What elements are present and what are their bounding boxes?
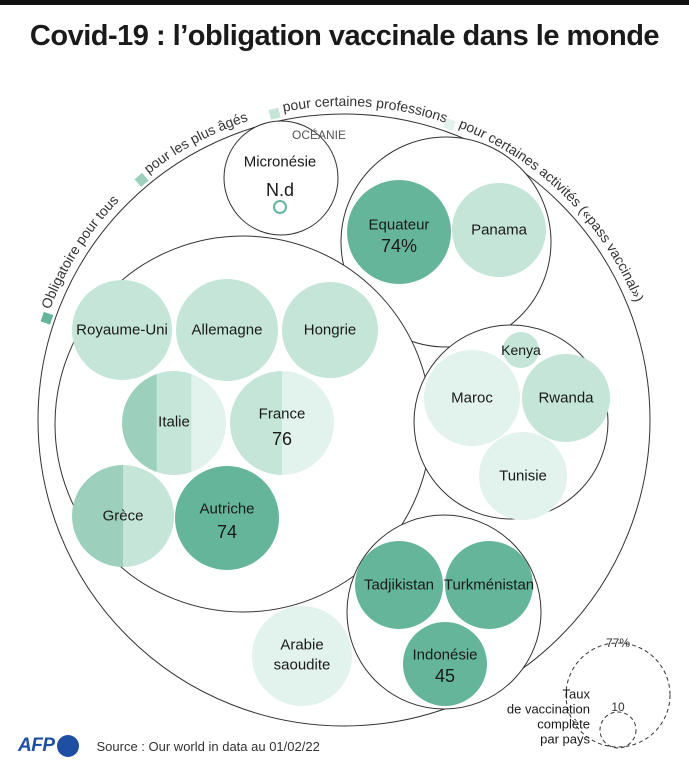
bubble-label-panama: Panama [471,222,528,239]
bubble-turkmenistan [445,541,533,629]
size-legend-circle-large [565,642,671,748]
source-text: Source : Our world in data au 01/02/22 [96,738,320,754]
bubble-label-france: France [259,406,306,423]
bubble-allemagne [176,279,278,381]
size-legend-title-1: Taux [563,687,591,702]
bubble-kenya [503,332,539,368]
group-circle-oceanie [223,120,339,236]
bubble-value-france: 76 [272,429,292,449]
footer: AFP Source : Our world in data au 01/02/… [18,732,320,760]
legend-swatch-activites [443,117,456,131]
legend-swatch-ages [134,172,149,187]
bubble-panama [452,183,546,277]
bubble-label-rwanda: Rwanda [538,390,594,407]
bubble-label-hongrie: Hongrie [304,322,357,339]
bubble-label-allemagne: Allemagne [192,322,263,339]
bubble-autriche [175,466,279,570]
size-legend-title-4: par pays [540,732,590,747]
bubble-value-indonesie: 45 [435,666,455,686]
bubble-label-royaume-uni: Royaume-Uni [76,322,168,339]
bubble-label-autriche: Autriche [199,501,254,518]
size-legend-title-3: complète [537,717,590,732]
bubble-value-autriche: 74 [217,522,237,542]
bubble-label-italie: Italie [158,414,190,431]
bubble-micronesie-marker [273,200,287,214]
bubble-label-equateur: Equateur [369,217,430,234]
legend-swatch-professions [268,107,281,120]
legend-label-professions: pour certaines professions [281,93,450,126]
bubble-label-arabie-saoudite-1: Arabie [280,637,323,654]
bubble-label-turkmenistan: Turkménistan [444,577,534,594]
bubble-label-kenya: Kenya [501,342,541,358]
bubble-label-grece: Grèce [103,508,144,525]
bubble-hongrie [282,282,378,378]
bubble-label-arabie-saoudite-2: saoudite [274,657,331,674]
group-label-oceanie: OCÉANIE [292,127,346,142]
bubble-tunisie [479,432,567,520]
afp-logo: AFP [18,735,55,756]
bubble-equateur [347,180,451,284]
top-bar [0,0,689,5]
bubble-rwanda [522,354,610,442]
size-legend-label-small: 10 [611,700,625,714]
bubble-value-equateur: 74% [381,236,417,256]
bubble-italie-part-professions [156,371,192,475]
legend-label-path-professions: pour certaines professions [281,93,450,126]
bubble-royaume-uni [72,280,172,380]
bubble-label-tunisie: Tunisie [499,468,547,485]
outer-circle [37,113,651,727]
chart-title: Covid-19 : l’obligation vaccinale dans l… [29,20,660,52]
bubble-tadjikistan [355,541,443,629]
size-legend-label-large: 77% [606,636,630,650]
bubble-label-maroc: Maroc [451,390,493,407]
bubble-value-micronesie: N.d [266,180,294,200]
bubble-maroc [424,350,520,446]
bubble-label-micronesie: Micronésie [244,154,317,171]
afp-logo-dot [56,735,79,757]
bubble-arabie-saoudite [252,606,352,706]
bubble-indonesie [403,622,487,706]
bubble-label-tadjikistan: Tadjikistan [364,577,434,594]
size-legend-circle-small [599,711,637,749]
legend-swatch-tous [40,311,54,325]
size-legend-title-2: de vaccination [507,702,590,717]
bubble-label-indonesie: Indonésie [412,647,477,664]
